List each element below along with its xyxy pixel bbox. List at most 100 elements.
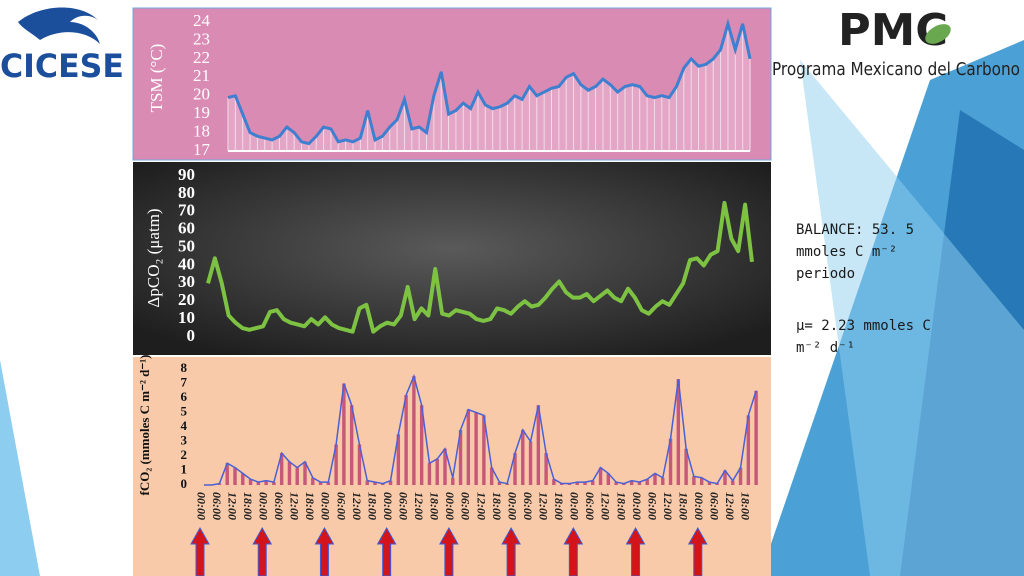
y-tick-label: 10 bbox=[178, 308, 195, 327]
y-tick-label: 0 bbox=[181, 476, 188, 491]
bar bbox=[295, 467, 299, 485]
arrow bbox=[439, 526, 459, 576]
bar bbox=[653, 473, 657, 485]
x-tick-label: 00:00 bbox=[194, 492, 208, 520]
bar bbox=[521, 429, 525, 485]
y-tick-label: 6 bbox=[181, 389, 188, 404]
bar bbox=[435, 458, 439, 485]
bar bbox=[637, 482, 642, 485]
panel-tsm bbox=[132, 7, 772, 161]
bar bbox=[264, 480, 268, 485]
arrow bbox=[190, 526, 210, 576]
bar bbox=[388, 480, 393, 485]
bar bbox=[629, 480, 634, 485]
x-tick-label: 12:00 bbox=[350, 492, 364, 520]
bar bbox=[489, 467, 494, 485]
y-axis-title: fCO₂ (mmoles C m⁻² d⁻¹) bbox=[137, 355, 152, 496]
bar bbox=[451, 477, 455, 485]
x-tick-label: 06:00 bbox=[334, 492, 348, 520]
x-tick-label: 18:00 bbox=[365, 492, 379, 520]
note-text: m⁻² d⁻¹ bbox=[796, 340, 855, 356]
y-tick-label: 0 bbox=[187, 326, 196, 345]
bar bbox=[311, 477, 315, 485]
bar bbox=[536, 405, 541, 485]
x-tick-label: 18:00 bbox=[241, 492, 255, 520]
y-tick-label: 19 bbox=[193, 103, 210, 122]
bar bbox=[396, 434, 401, 485]
x-tick-label: 18:00 bbox=[303, 492, 317, 520]
x-tick-label: 00:00 bbox=[443, 492, 457, 520]
x-tick-label: 12:00 bbox=[412, 492, 426, 520]
x-tick-label: 18:00 bbox=[552, 492, 566, 520]
x-tick-label: 12:00 bbox=[661, 492, 675, 520]
arrow bbox=[687, 526, 708, 576]
bar bbox=[466, 409, 471, 485]
bar bbox=[598, 467, 603, 485]
x-tick-label: 12:00 bbox=[599, 492, 613, 520]
note-text: μ= 2.23 mmoles C bbox=[796, 318, 931, 334]
y-tick-label: 7 bbox=[181, 374, 188, 389]
note-text: BALANCE: 53. 5 bbox=[796, 222, 914, 238]
bar bbox=[684, 448, 688, 485]
x-tick-label: 00:00 bbox=[630, 492, 644, 520]
bar bbox=[746, 415, 751, 485]
arrow bbox=[376, 526, 397, 576]
bar bbox=[528, 441, 533, 485]
x-tick-label: 00:00 bbox=[568, 492, 582, 520]
y-tick-label: 50 bbox=[178, 236, 195, 255]
x-tick-label: 06:00 bbox=[521, 492, 535, 520]
y-tick-label: 8 bbox=[181, 360, 188, 375]
bar bbox=[334, 444, 338, 485]
bar bbox=[419, 405, 424, 485]
bar bbox=[342, 383, 346, 485]
bar bbox=[591, 480, 595, 485]
bar bbox=[583, 482, 587, 485]
y-tick-label: 20 bbox=[193, 85, 210, 104]
bar bbox=[225, 463, 229, 485]
x-tick-label: 00:00 bbox=[692, 492, 706, 520]
bar bbox=[427, 463, 432, 485]
x-tick-label: 06:00 bbox=[583, 492, 597, 520]
y-tick-label: 80 bbox=[178, 183, 195, 202]
x-tick-label: 06:00 bbox=[645, 492, 659, 520]
pmc-logo: PMC Programa Mexicano del Carbono bbox=[772, 5, 1020, 80]
y-tick-label: 23 bbox=[193, 29, 210, 48]
logo-text: CICESE bbox=[0, 47, 124, 85]
x-tick-label: 18:00 bbox=[676, 492, 690, 520]
bar bbox=[614, 482, 618, 485]
line bbox=[206, 200, 754, 334]
arrow bbox=[252, 526, 273, 576]
x-tick-label: 06:00 bbox=[459, 492, 473, 520]
bar bbox=[692, 476, 696, 485]
note-text: mmoles C m⁻² bbox=[796, 244, 897, 260]
bar bbox=[241, 473, 245, 485]
bar bbox=[357, 444, 362, 485]
y-tick-label: 4 bbox=[181, 418, 188, 433]
x-tick-label: 18:00 bbox=[428, 492, 442, 520]
bar bbox=[318, 482, 323, 485]
background-shapes bbox=[0, 40, 1024, 576]
bar bbox=[287, 461, 292, 485]
y-tick-label: 70 bbox=[178, 201, 195, 220]
logo-subtitle: Programa Mexicano del Carbono bbox=[772, 59, 1020, 80]
bar bbox=[575, 482, 579, 485]
bar bbox=[272, 482, 276, 485]
x-tick-label: 12:00 bbox=[723, 492, 737, 520]
y-tick-label: 30 bbox=[178, 272, 195, 291]
bar bbox=[645, 479, 649, 485]
bar bbox=[738, 467, 743, 485]
x-tick-label: 06:00 bbox=[708, 492, 722, 520]
y-tick-label: 24 bbox=[193, 11, 211, 30]
note-text: periodo bbox=[796, 266, 855, 282]
bar bbox=[606, 473, 611, 485]
arrow bbox=[501, 526, 521, 576]
bar bbox=[544, 453, 548, 485]
arrow bbox=[314, 526, 335, 576]
bar bbox=[668, 438, 673, 485]
bar bbox=[723, 470, 727, 485]
y-tick-label: 60 bbox=[178, 219, 195, 238]
y-tick-label: 17 bbox=[193, 140, 211, 159]
x-tick-label: 12:00 bbox=[225, 492, 239, 520]
bar bbox=[754, 390, 758, 485]
